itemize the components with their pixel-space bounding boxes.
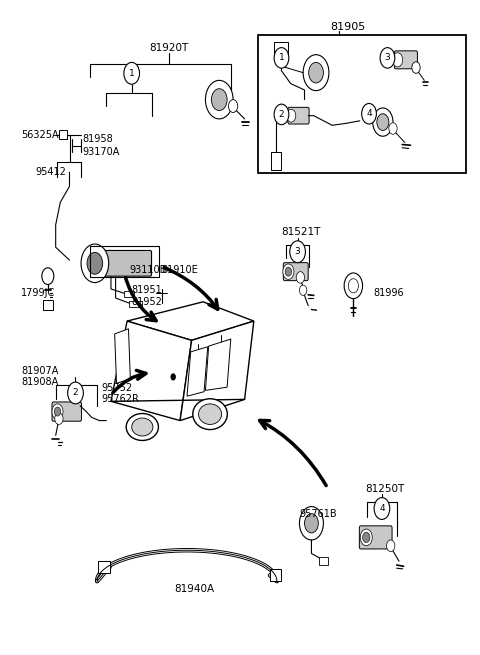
Circle shape — [386, 540, 395, 552]
Circle shape — [372, 108, 393, 136]
Circle shape — [393, 53, 403, 67]
Bar — [43, 300, 53, 310]
Circle shape — [304, 514, 318, 533]
Circle shape — [344, 273, 362, 299]
Text: 81908A: 81908A — [21, 377, 59, 387]
Circle shape — [274, 104, 289, 124]
Circle shape — [389, 122, 397, 134]
Text: 1: 1 — [278, 54, 284, 62]
Text: 95761B: 95761B — [299, 509, 336, 519]
Text: 1: 1 — [129, 69, 134, 78]
Circle shape — [300, 285, 307, 295]
Text: 3: 3 — [384, 54, 390, 62]
Circle shape — [377, 114, 389, 130]
Circle shape — [52, 404, 63, 419]
Bar — [98, 561, 109, 572]
Polygon shape — [127, 302, 254, 341]
Text: 81951: 81951 — [132, 286, 162, 295]
Circle shape — [412, 62, 420, 73]
Circle shape — [87, 252, 103, 274]
Circle shape — [205, 81, 233, 119]
FancyBboxPatch shape — [288, 107, 309, 124]
Polygon shape — [111, 321, 192, 421]
Circle shape — [360, 529, 372, 546]
Bar — [124, 291, 134, 297]
Text: 4: 4 — [379, 504, 385, 513]
Text: 2: 2 — [72, 388, 78, 398]
Text: 81952: 81952 — [132, 297, 163, 307]
Circle shape — [348, 279, 359, 293]
Circle shape — [374, 498, 390, 519]
Polygon shape — [187, 346, 208, 396]
FancyBboxPatch shape — [283, 263, 308, 280]
Circle shape — [285, 267, 292, 276]
Bar — [90, 246, 159, 277]
Circle shape — [124, 62, 140, 84]
Text: 81940A: 81940A — [174, 584, 214, 594]
Bar — [270, 569, 281, 581]
Ellipse shape — [126, 413, 158, 440]
Circle shape — [309, 62, 324, 83]
Circle shape — [68, 382, 84, 404]
Bar — [60, 130, 67, 139]
Text: 81996: 81996 — [373, 288, 404, 299]
Bar — [130, 301, 142, 307]
Polygon shape — [205, 339, 231, 390]
Bar — [258, 35, 466, 174]
Text: 1799JC: 1799JC — [21, 288, 55, 299]
Circle shape — [211, 88, 227, 111]
Circle shape — [55, 413, 63, 424]
Bar — [271, 152, 280, 170]
Circle shape — [81, 244, 108, 282]
Ellipse shape — [199, 404, 222, 424]
Circle shape — [300, 506, 324, 540]
FancyBboxPatch shape — [395, 51, 418, 69]
Text: 81910E: 81910E — [162, 265, 198, 274]
Circle shape — [287, 109, 296, 122]
FancyBboxPatch shape — [52, 402, 82, 421]
Circle shape — [362, 533, 370, 542]
Bar — [319, 557, 328, 565]
Text: 81905: 81905 — [330, 22, 365, 32]
Circle shape — [290, 241, 305, 263]
Text: 56325A: 56325A — [21, 130, 59, 140]
Text: 95752: 95752 — [102, 383, 133, 394]
Circle shape — [380, 48, 395, 68]
Polygon shape — [115, 329, 131, 383]
FancyBboxPatch shape — [360, 526, 392, 549]
Circle shape — [296, 272, 304, 283]
Text: 95412: 95412 — [35, 167, 66, 177]
Text: 4: 4 — [366, 109, 372, 119]
Text: 93170A: 93170A — [83, 147, 120, 157]
Text: 81958: 81958 — [83, 134, 113, 144]
Circle shape — [54, 407, 61, 416]
Circle shape — [171, 374, 176, 380]
Text: 95762R: 95762R — [102, 394, 140, 404]
Text: 81521T: 81521T — [281, 227, 321, 238]
Circle shape — [228, 100, 238, 113]
Polygon shape — [180, 321, 254, 421]
Text: 3: 3 — [295, 247, 300, 256]
Circle shape — [303, 54, 329, 90]
Circle shape — [42, 268, 54, 284]
Circle shape — [283, 264, 294, 279]
Circle shape — [361, 103, 376, 124]
Circle shape — [274, 48, 289, 68]
Ellipse shape — [193, 399, 228, 430]
Ellipse shape — [132, 418, 153, 436]
Text: 93110B: 93110B — [130, 265, 167, 274]
Text: 81920T: 81920T — [149, 43, 188, 53]
Text: 81250T: 81250T — [365, 484, 405, 495]
FancyBboxPatch shape — [94, 250, 152, 276]
Text: 2: 2 — [279, 110, 284, 119]
Bar — [274, 43, 288, 56]
Text: 81907A: 81907A — [21, 366, 59, 376]
